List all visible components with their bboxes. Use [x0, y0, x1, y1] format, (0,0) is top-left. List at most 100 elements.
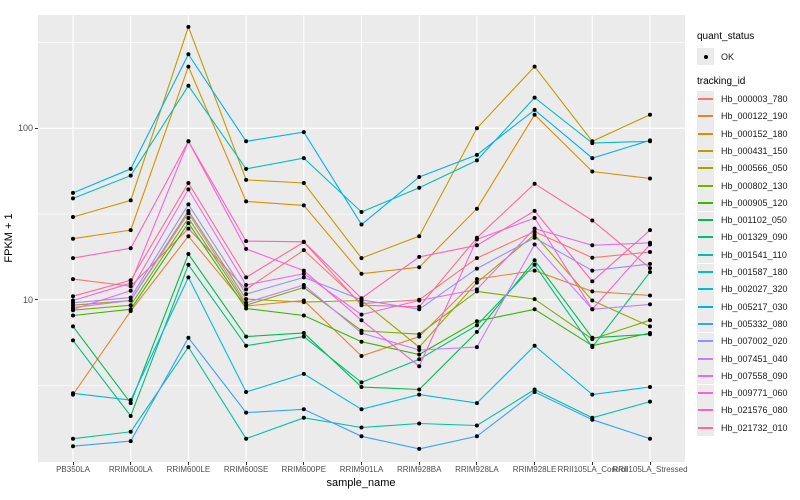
- data-point: [244, 343, 249, 348]
- data-point: [648, 385, 652, 389]
- data-point: [71, 190, 75, 195]
- data-point: [474, 158, 479, 163]
- legend-key-Hb_001102_050: [697, 211, 714, 229]
- data-point: [474, 401, 479, 406]
- legend-label-Hb_000003_780: Hb_000003_780: [721, 94, 788, 104]
- data-point: [648, 270, 652, 275]
- x-tick-label: RRIM928BA: [396, 465, 442, 474]
- data-point: [128, 288, 133, 293]
- data-point: [474, 287, 479, 292]
- data-point: [128, 166, 133, 171]
- data-point: [359, 312, 364, 317]
- data-point: [359, 354, 364, 358]
- data-point: [474, 345, 479, 350]
- x-tick-mark: [476, 462, 478, 465]
- data-point: [532, 216, 537, 220]
- data-point: [359, 425, 364, 430]
- data-point: [474, 235, 479, 240]
- legend-key-Hb_009771_060: [697, 384, 714, 402]
- data-point: [359, 434, 364, 439]
- plot-panel: [38, 15, 685, 462]
- data-point: [532, 307, 537, 312]
- data-point: [417, 265, 422, 270]
- legend-key-Hb_000003_780: [697, 90, 714, 108]
- data-point: [186, 345, 191, 350]
- data-point: [244, 275, 249, 280]
- data-point: [590, 169, 595, 174]
- data-point: [301, 300, 306, 305]
- line-swatch-icon: [698, 149, 713, 152]
- data-point: [128, 398, 133, 403]
- data-point: [474, 206, 479, 211]
- legend-label-Hb_007451_040: Hb_007451_040: [721, 353, 788, 364]
- data-point: [186, 221, 191, 226]
- data-point: [244, 334, 249, 339]
- legend-key-Hb_005332_080: [697, 315, 714, 333]
- data-point: [359, 222, 364, 227]
- line-swatch-icon: [698, 305, 713, 308]
- data-point: [648, 228, 652, 233]
- line-swatch-icon: [698, 184, 713, 187]
- data-point: [186, 181, 191, 185]
- data-point: [186, 202, 191, 207]
- data-point: [186, 226, 191, 231]
- data-point: [244, 239, 249, 244]
- data-point: [590, 141, 595, 146]
- data-point: [186, 262, 191, 267]
- legend-key-Hb_001329_090: [697, 228, 714, 246]
- data-point: [301, 130, 306, 135]
- legend-label-Hb_021576_080: Hb_021576_080: [721, 405, 788, 416]
- data-point: [359, 385, 364, 389]
- line-swatch-icon: [698, 201, 713, 204]
- data-point: [417, 234, 422, 239]
- legend-key-Hb_000152_180: [697, 125, 714, 143]
- data-point: [128, 439, 133, 444]
- x-tick-mark: [591, 462, 593, 465]
- x-tick-mark: [534, 462, 536, 465]
- data-point: [532, 181, 537, 186]
- data-point: [417, 298, 422, 303]
- data-point: [417, 332, 422, 337]
- x-tick-label: RRII105LA_Control: [557, 465, 627, 474]
- data-point: [244, 300, 249, 305]
- data-point: [359, 210, 364, 214]
- data-point: [359, 296, 364, 301]
- data-point: [417, 357, 422, 362]
- data-point: [186, 83, 191, 88]
- data-point: [128, 414, 133, 418]
- x-tick-label: RRIM600LE: [166, 465, 211, 474]
- data-point: [301, 203, 306, 208]
- line-swatch-icon: [698, 392, 713, 395]
- data-point: [417, 185, 422, 190]
- data-point: [532, 112, 537, 117]
- x-tick-label: RRIM928LA: [455, 465, 499, 474]
- data-point: [186, 275, 191, 280]
- line-swatch-icon: [698, 374, 713, 377]
- y-axis-title: FPKM + 1: [3, 213, 15, 263]
- data-point: [532, 229, 537, 234]
- data-point: [590, 255, 595, 260]
- x-tick-label: RRIM600LA: [108, 465, 153, 474]
- data-point: [532, 297, 537, 302]
- data-point: [532, 235, 537, 240]
- data-point: [532, 258, 537, 263]
- data-point: [71, 391, 75, 396]
- data-point: [590, 307, 595, 312]
- data-point: [532, 64, 537, 69]
- legend-label-Hb_002027_320: Hb_002027_320: [721, 284, 788, 295]
- data-point: [128, 246, 133, 251]
- data-point: [590, 298, 595, 303]
- data-point: [417, 387, 422, 392]
- data-point: [590, 243, 595, 248]
- data-point: [359, 407, 364, 412]
- x-tick-mark: [303, 462, 305, 465]
- data-point: [359, 271, 364, 276]
- data-point: [128, 307, 133, 312]
- x-tick-mark: [245, 462, 247, 465]
- y-tick-label: 100: [17, 123, 33, 134]
- data-point: [648, 293, 652, 298]
- data-point: [128, 298, 133, 303]
- legend-label-Hb_000122_190: Hb_000122_190: [721, 111, 788, 122]
- data-point: [71, 215, 75, 219]
- legend-label-Hb_007558_090: Hb_007558_090: [721, 370, 788, 381]
